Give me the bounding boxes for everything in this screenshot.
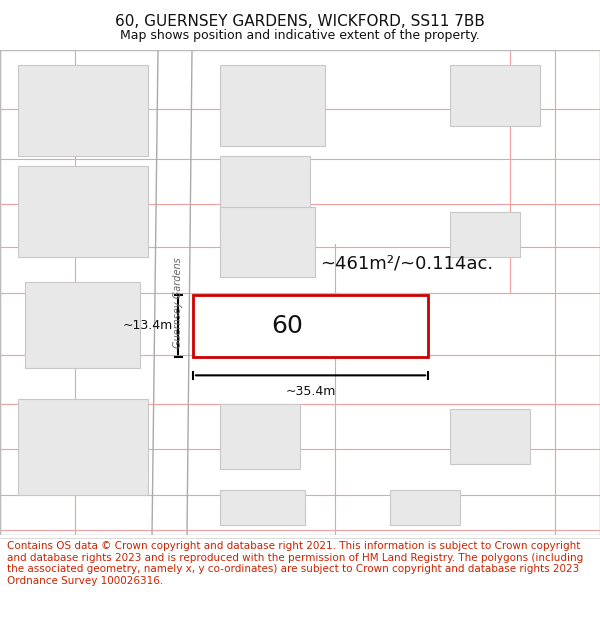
Text: ~35.4m: ~35.4m (286, 386, 335, 399)
Bar (18, 399, 148, 494)
Bar (220, 65, 325, 146)
Bar (450, 212, 520, 257)
Bar (25, 282, 140, 368)
Text: Guernsey Gardens: Guernsey Gardens (173, 258, 183, 348)
Text: 60, GUERNSEY GARDENS, WICKFORD, SS11 7BB: 60, GUERNSEY GARDENS, WICKFORD, SS11 7BB (115, 14, 485, 29)
Bar (18, 166, 148, 257)
Bar (450, 65, 540, 126)
Bar (340, 292, 420, 353)
Bar (220, 404, 300, 469)
Text: ~13.4m: ~13.4m (123, 319, 173, 332)
Text: Map shows position and indicative extent of the property.: Map shows position and indicative extent… (120, 29, 480, 42)
Text: 60: 60 (271, 314, 303, 338)
Bar (193, 294, 428, 357)
Bar (18, 65, 148, 156)
Bar (390, 489, 460, 525)
Bar (220, 207, 315, 278)
Bar (220, 489, 305, 525)
Bar (220, 156, 310, 237)
Bar (450, 409, 530, 464)
Text: ~461m²/~0.114ac.: ~461m²/~0.114ac. (320, 254, 493, 272)
Text: Contains OS data © Crown copyright and database right 2021. This information is : Contains OS data © Crown copyright and d… (7, 541, 583, 586)
